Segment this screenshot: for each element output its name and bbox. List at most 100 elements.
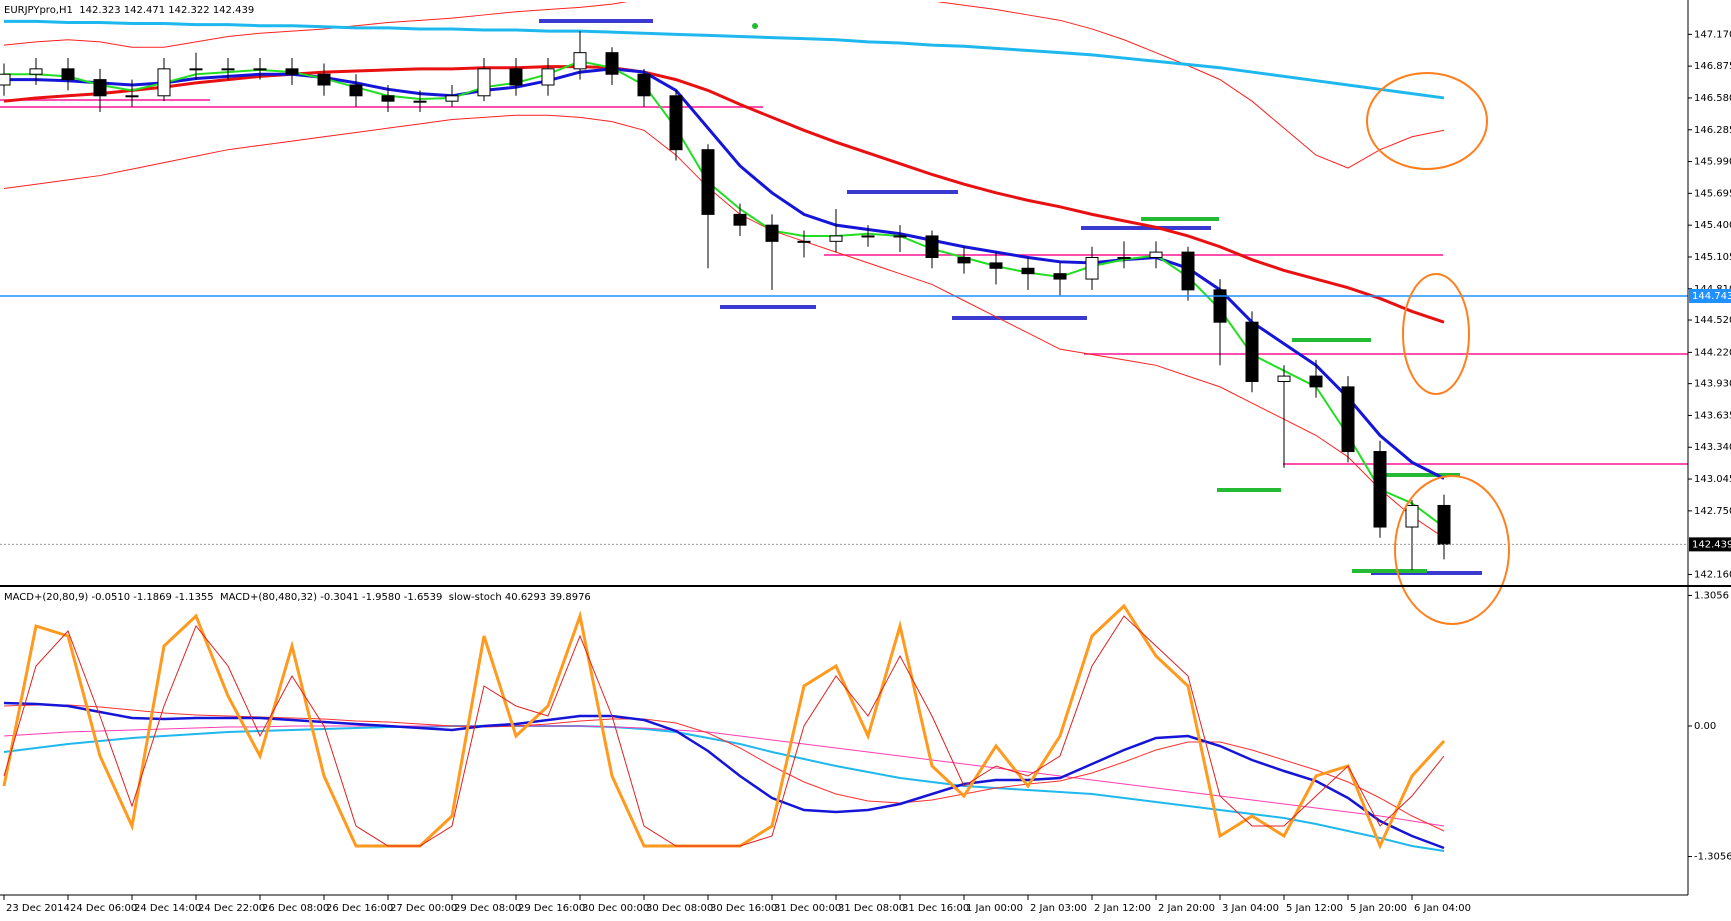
x-tick-label: 2 Jan 03:00 [1030,903,1087,914]
y-tick-label: 145.695 [1694,188,1731,199]
highlights [1366,72,1510,625]
candle-body [893,235,907,238]
candle-body [413,100,427,103]
x-tick-label: 1 Jan 00:00 [966,903,1023,914]
indicator-line [4,19,1445,100]
candle-body [61,68,75,81]
candle-body [29,68,43,75]
candle-body [317,73,331,86]
indicator-header: MACD+(20,80,9) -0.0510 -1.1869 -1.1355 M… [4,592,591,603]
x-tick-label: 31 Dec 00:00 [774,903,841,914]
y-tick-label: 142.160 [1694,569,1731,580]
y-tick-label: 142.750 [1694,506,1731,517]
highlight-ellipse [1366,72,1488,170]
indicator-line [3,2,1445,169]
marker-dot [752,23,758,29]
candle-body [125,95,139,98]
candle-body [1213,289,1227,323]
candle-body [0,73,11,86]
candle-body [509,68,523,86]
candle-body [381,95,395,102]
highlight-ellipse [1394,475,1510,625]
candle-body [1373,451,1387,528]
indicator-line [4,67,1445,480]
candle-body [253,68,267,71]
indicator-line [3,65,1445,324]
candle-body [1341,386,1355,453]
y-tick-label: 143.930 [1694,379,1731,390]
candle-body [1405,504,1419,528]
indicator-line [3,615,1445,847]
last-price-label: 142.439 [1692,539,1731,550]
candle-body [1437,504,1451,545]
candle-body [1245,321,1259,382]
candle-body [285,68,299,75]
y-tick-label: 146.875 [1694,61,1731,72]
candle-body [221,68,235,71]
highlight-ellipse [1402,273,1470,395]
y-tick-label: 147.170 [1694,29,1731,40]
indicator-panel [2,603,1446,852]
y-tick-label: 145.105 [1694,252,1731,263]
candle-body [797,240,811,243]
y-tick-label: 144.220 [1694,347,1731,358]
candle-body [573,52,587,70]
candle-body [637,73,651,97]
candle-body [1021,267,1035,275]
x-tick-label: 26 Dec 08:00 [262,903,329,914]
y-tick-label: 144.520 [1694,315,1731,326]
x-tick-label: 24 Dec 14:00 [134,903,201,914]
indicator-line [3,114,1445,539]
candle-body [189,68,203,71]
indicator-line [3,701,1445,850]
candle-body [477,68,491,97]
candle-body [669,95,683,151]
price-panel [0,2,1688,571]
x-tick-label: 31 Dec 16:00 [902,903,969,914]
price-tag-label: 144.743 [1692,291,1731,302]
candle-body [1149,251,1163,259]
x-tick-label: 29 Dec 08:00 [454,903,521,914]
price-header: EURJPYpro,H1 142.323 142.471 142.322 142… [4,5,254,16]
x-tick-label: 24 Dec 22:00 [198,903,265,914]
indicator-line [4,60,1445,528]
candle-body [989,262,1003,269]
x-tick-label: 30 Dec 00:00 [582,903,649,914]
x-tick-label: 23 Dec 2014 [6,903,70,914]
x-tick-label: 6 Jan 04:00 [1414,903,1471,914]
candle-body [1085,257,1099,280]
candle-body [733,213,747,226]
x-tick-label: 29 Dec 16:00 [518,903,585,914]
candle-body [541,68,555,86]
y-tick-label: 1.3056 [1694,590,1729,601]
candle-body [605,52,619,75]
x-tick-label: 5 Jan 12:00 [1286,903,1343,914]
candle-body [349,84,363,97]
x-tick-label: 27 Dec 00:00 [390,903,457,914]
y-tick-label: 143.340 [1694,442,1731,453]
candle-body [1277,375,1291,382]
candle-body [157,68,171,97]
x-tick-label: 31 Dec 08:00 [838,903,905,914]
y-tick-label: 0.00 [1694,721,1716,732]
candle-body [1053,273,1067,280]
y-tick-label: -1.3056 [1694,852,1731,863]
y-tick-label: 145.990 [1694,157,1731,168]
price-tag [1689,288,1731,303]
candle-body [957,257,971,264]
x-tick-label: 2 Jan 20:00 [1158,903,1215,914]
candle-body [829,235,843,242]
y-tick-label: 146.285 [1694,125,1731,136]
x-tick-label: 5 Jan 20:00 [1350,903,1407,914]
x-tick-label: 2 Jan 12:00 [1094,903,1151,914]
x-tick-label: 30 Dec 08:00 [646,903,713,914]
last-price-tag [1689,537,1731,552]
candle-body [701,149,715,215]
candle-body [1181,251,1195,291]
x-tick-label: 24 Dec 06:00 [70,903,137,914]
y-tick-label: 143.635 [1694,410,1731,421]
candle-body [1309,375,1323,388]
